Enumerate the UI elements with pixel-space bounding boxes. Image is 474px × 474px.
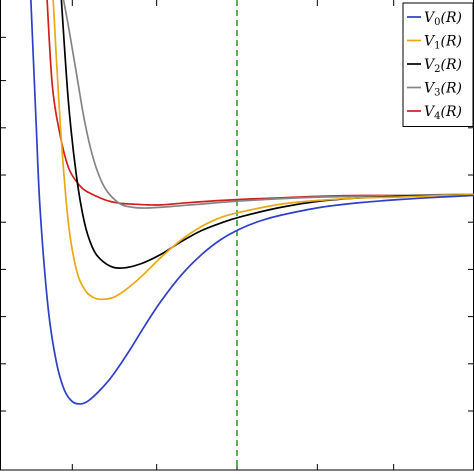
legend: V0(R) V1(R) V2(R) V3(R) V4(R) bbox=[402, 2, 474, 127]
series-lines bbox=[30, 0, 474, 405]
legend-label-3: V3(R) bbox=[424, 81, 462, 99]
series-line-1 bbox=[52, 0, 474, 301]
series-line-3 bbox=[62, 0, 474, 209]
legend-label-0: V0(R) bbox=[424, 10, 462, 28]
legend-label-1: V1(R) bbox=[424, 34, 462, 52]
series-line-0 bbox=[30, 0, 474, 405]
legend-label-2: V2(R) bbox=[424, 57, 462, 75]
legend-label-4: V4(R) bbox=[424, 104, 462, 122]
